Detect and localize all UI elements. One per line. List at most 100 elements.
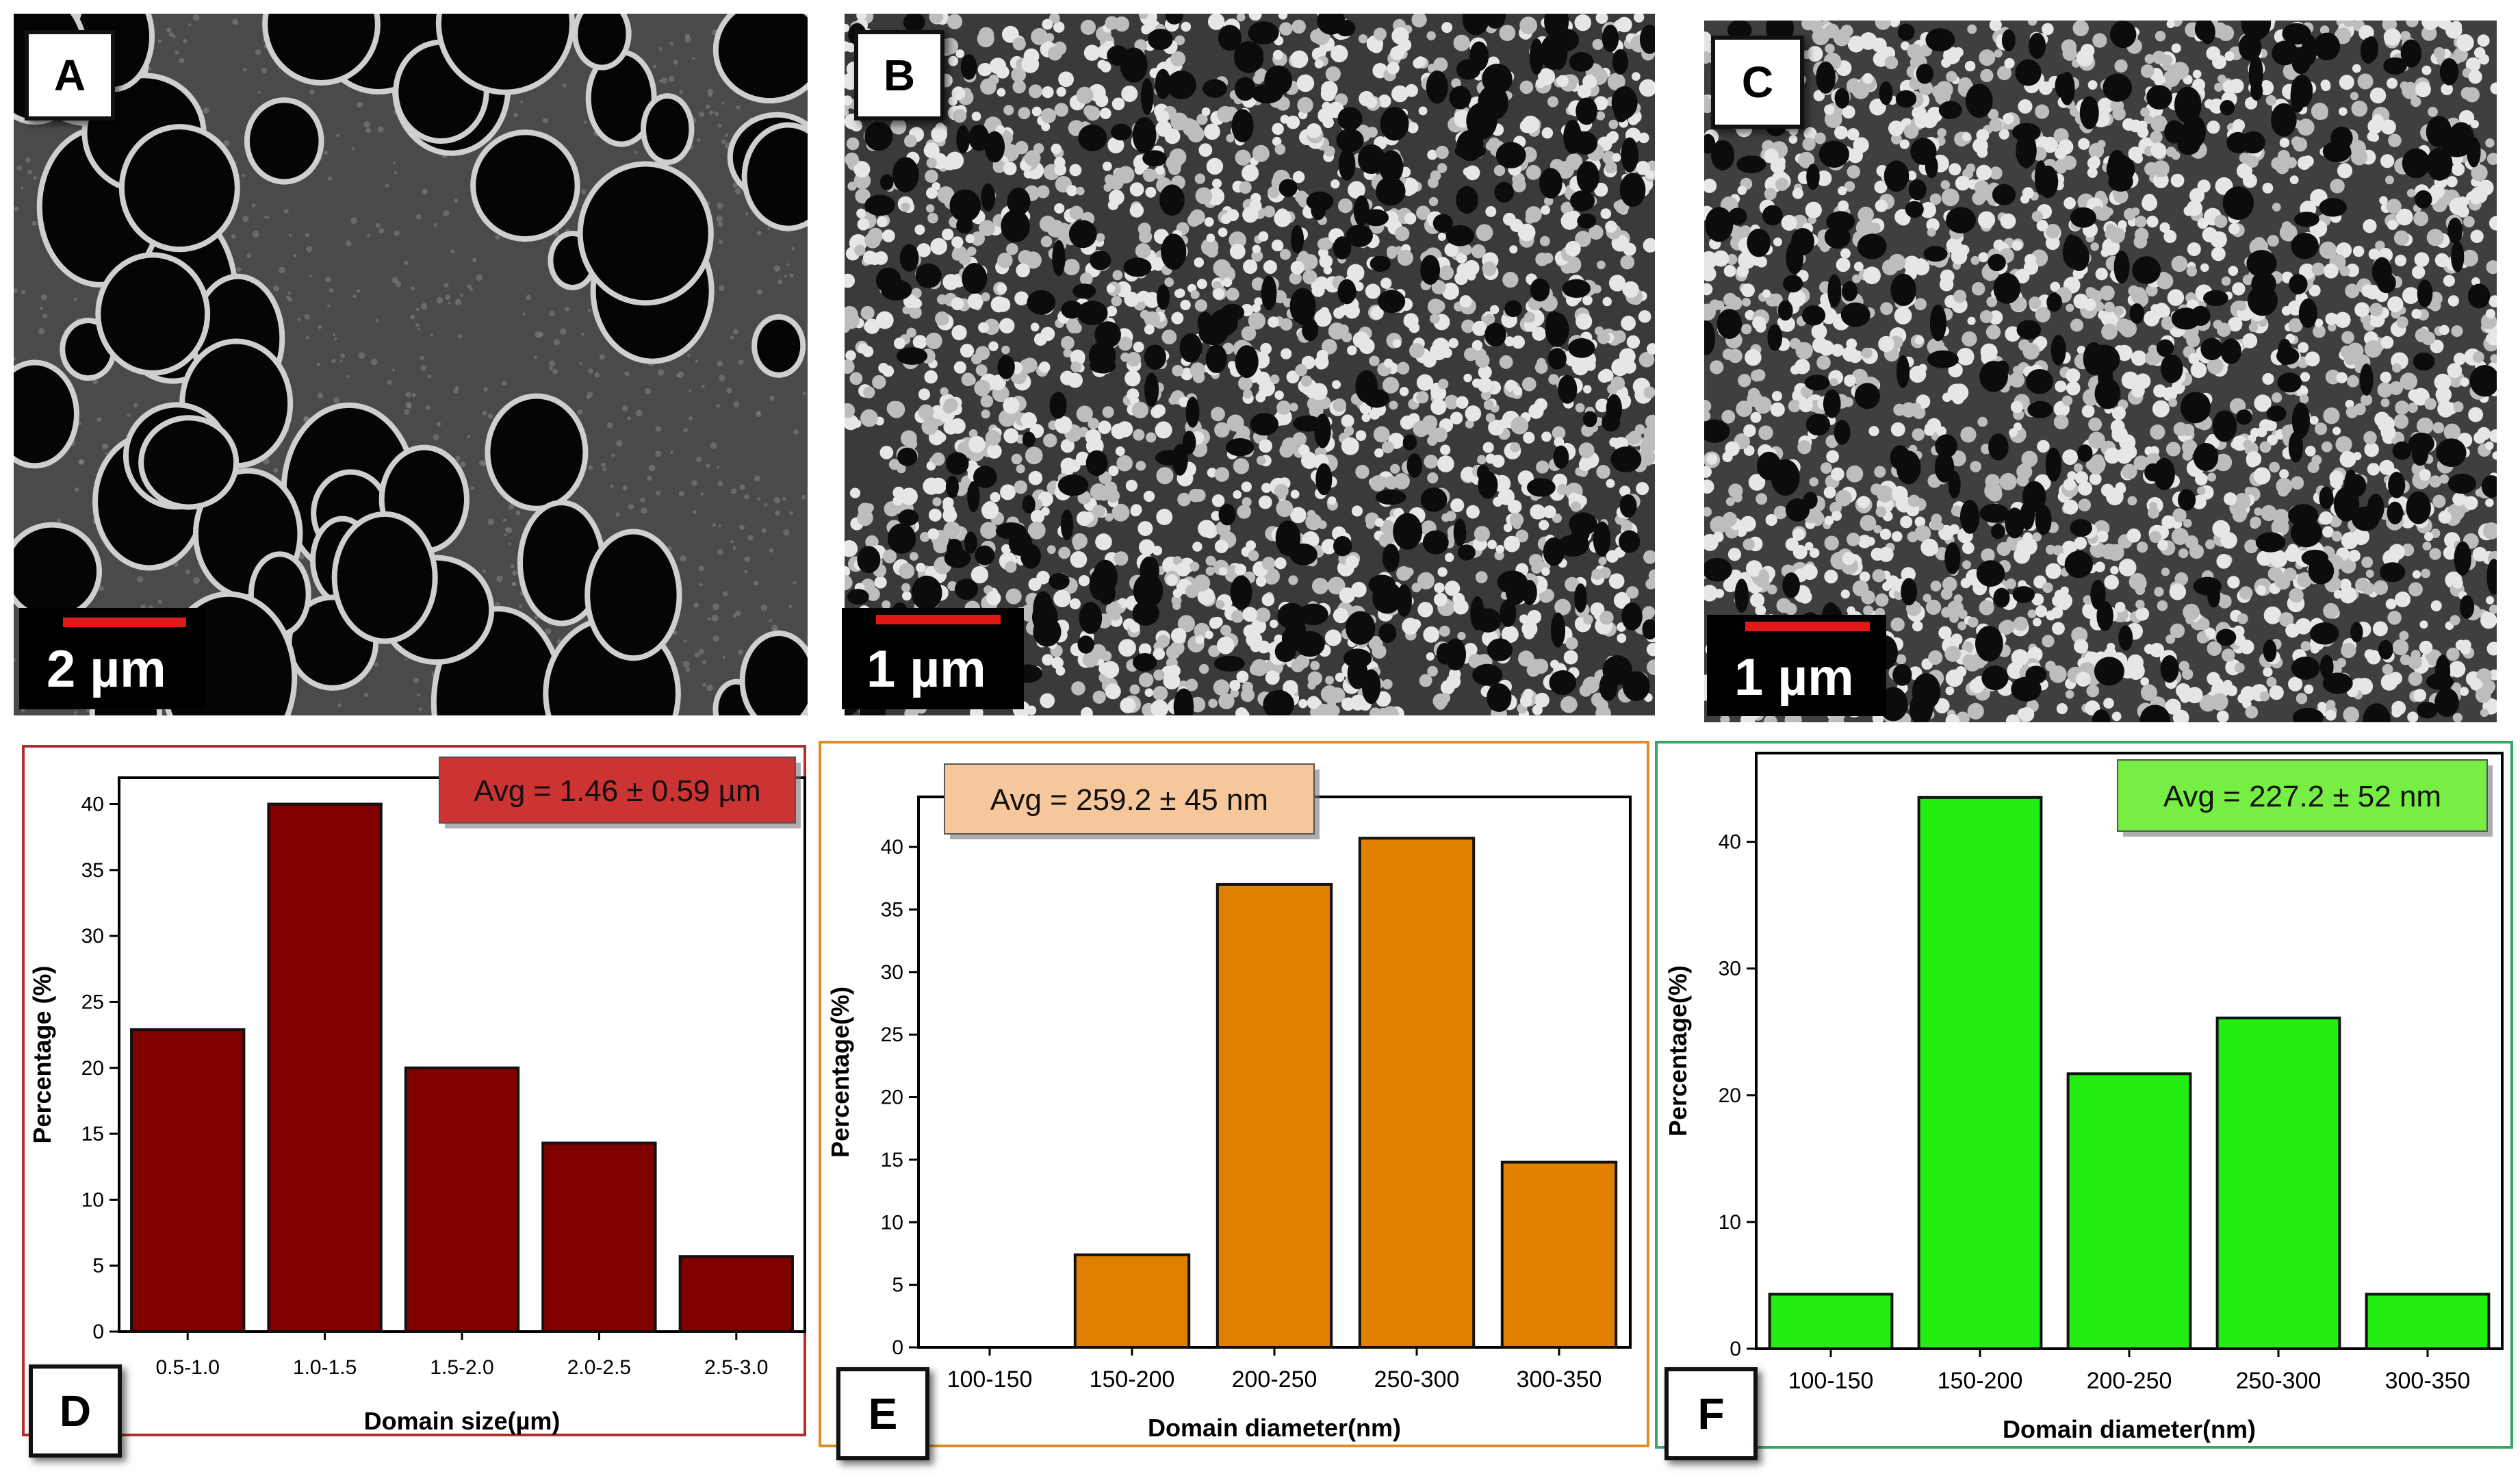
sem-a-speck [777, 279, 783, 285]
sem-grain [1176, 562, 1191, 577]
sem-grain [1511, 335, 1525, 349]
sem-grain [2426, 229, 2444, 246]
sem-pore [1382, 544, 1400, 572]
sem-grain [1427, 64, 1437, 73]
sem-grain [882, 600, 891, 609]
sem-a-pore [124, 129, 235, 247]
sem-grain [1626, 335, 1641, 349]
sem-a-speck [579, 361, 582, 365]
sem-grain [941, 38, 959, 55]
sem-grain [1129, 622, 1140, 633]
sem-grain [2486, 596, 2495, 605]
sem-grain [2167, 289, 2185, 306]
sem-a-speck [297, 318, 301, 322]
sem-grain [2154, 75, 2166, 86]
sem-grain [1095, 94, 1109, 107]
sem-grain [857, 218, 870, 231]
sem-a-speck [668, 75, 675, 82]
sem-pore [1213, 655, 1245, 672]
sem-a-speck [717, 549, 723, 555]
sem-grain [1291, 19, 1306, 34]
sem-grain [935, 311, 949, 326]
sem-grain [1069, 164, 1082, 177]
sem-grain [1197, 587, 1216, 605]
sem-grain [1306, 123, 1322, 139]
sem-grain [1433, 57, 1448, 72]
sem-pore [1574, 583, 1587, 613]
sem-pore [864, 122, 893, 151]
sem-a-speck [14, 657, 16, 662]
sem-a-speck [683, 427, 689, 433]
sem-a-speck [699, 583, 703, 587]
sem-pore [1278, 179, 1298, 197]
sem-grain [2402, 287, 2419, 305]
sem-a-speck [443, 283, 449, 288]
sem-a-speck [298, 554, 305, 560]
sem-grain [2081, 405, 2095, 418]
sem-grain [1781, 214, 1797, 231]
sem-grain [2071, 626, 2088, 644]
sem-grain [2018, 99, 2033, 114]
sem-grain [1608, 119, 1619, 129]
sem-grain [1370, 306, 1384, 320]
sem-grain [1344, 303, 1360, 319]
sem-pore [1553, 445, 1569, 469]
sem-grain [1914, 524, 1931, 542]
sem-grain [2486, 260, 2497, 275]
sem-a-speck [20, 186, 24, 190]
sem-grain [1261, 483, 1272, 494]
sem-pore [1022, 495, 1036, 514]
sem-a-speck [251, 203, 256, 208]
sem-a-pore [101, 257, 205, 370]
sem-grain [1504, 336, 1515, 346]
sem-grain [2031, 593, 2044, 606]
sem-grain [1613, 592, 1631, 609]
sem-grain [1530, 504, 1545, 520]
sem-grain [1764, 188, 1777, 201]
sem-pore [1008, 529, 1032, 557]
sem-grain [1737, 186, 1747, 195]
sem-grain [1259, 380, 1275, 397]
sem-grain [1748, 474, 1766, 491]
sem-grain [849, 487, 861, 498]
sem-grain [1704, 410, 1711, 422]
sem-grain [1574, 14, 1592, 31]
sem-grain [1575, 403, 1585, 413]
sem-grain [2288, 676, 2303, 691]
sem-grain [2489, 429, 2497, 443]
sem-a-speck [97, 417, 102, 422]
sem-grain [1054, 203, 1065, 214]
sem-a-speck [587, 392, 593, 398]
sem-grain [2152, 400, 2170, 418]
sem-grain [1477, 455, 1487, 465]
sem-grain [1510, 442, 1521, 453]
sem-a-speck [698, 566, 705, 572]
sem-grain [975, 364, 988, 377]
sem-grain [2272, 392, 2283, 403]
sem-grain [1714, 300, 1725, 310]
sem-grain [1076, 186, 1085, 196]
sem-grain [2490, 354, 2497, 364]
sem-pore [1133, 573, 1163, 609]
sem-grain [1268, 316, 1279, 328]
sem-a-speck [472, 257, 477, 262]
sem-grain [2321, 81, 2331, 92]
sem-a-speck [802, 392, 806, 396]
sem-grain [1592, 38, 1604, 50]
sem-grain [853, 419, 862, 428]
sem-a-speck [166, 27, 172, 33]
sem-grain [2146, 216, 2159, 228]
sem-a-speck [287, 291, 292, 295]
sem-grain [1427, 426, 1439, 437]
sem-grain [1548, 374, 1559, 385]
sem-grain [1272, 136, 1282, 147]
sem-grain [2377, 382, 2393, 398]
sem-grain [997, 283, 1007, 294]
sem-grain [1613, 201, 1623, 210]
sem-pore [945, 452, 969, 475]
sem-pore [1218, 25, 1242, 51]
sem-grain [1043, 433, 1057, 448]
sem-grain [931, 452, 945, 466]
sem-grain [2395, 401, 2409, 415]
sem-grain [1258, 495, 1272, 509]
